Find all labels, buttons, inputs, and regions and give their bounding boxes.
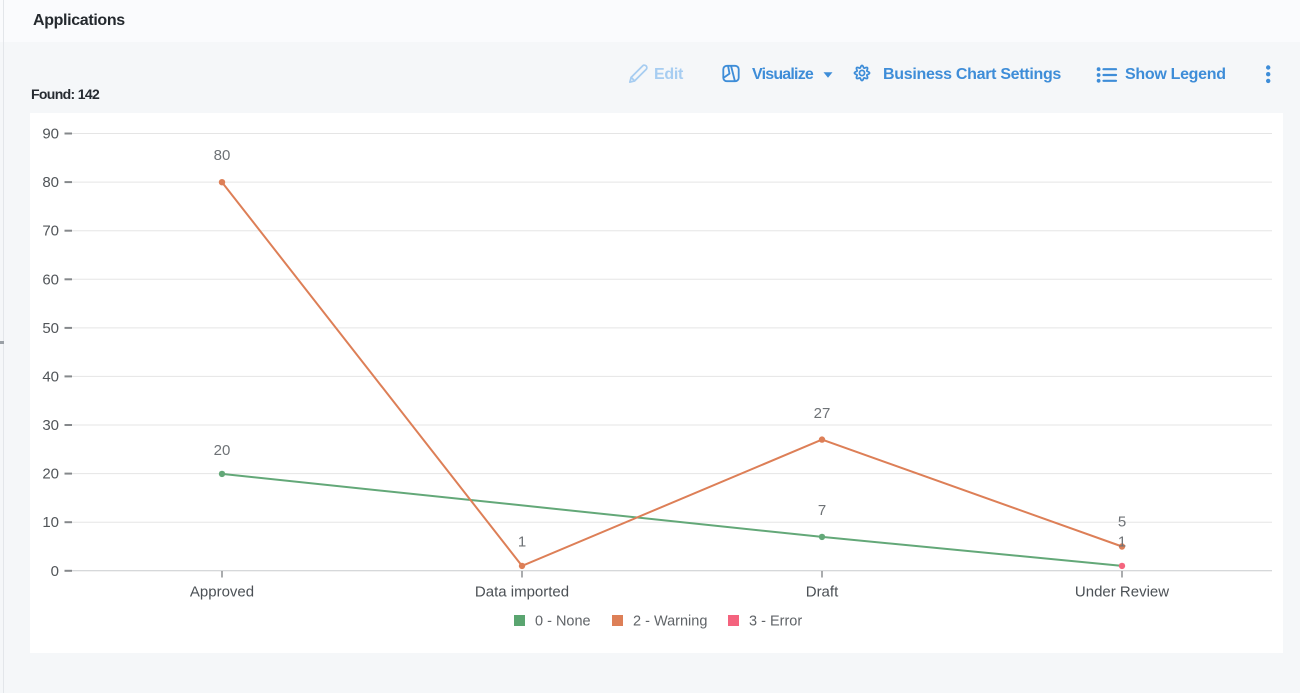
svg-text:20: 20 <box>42 466 59 483</box>
svg-text:40: 40 <box>42 368 59 385</box>
svg-text:Approved: Approved <box>190 584 254 601</box>
svg-text:70: 70 <box>42 223 59 240</box>
svg-text:5: 5 <box>1118 514 1126 531</box>
svg-text:50: 50 <box>42 320 59 337</box>
svg-text:Under Review: Under Review <box>1075 584 1169 601</box>
svg-text:90: 90 <box>42 126 59 143</box>
svg-text:1: 1 <box>518 534 526 551</box>
svg-text:2 - Warning: 2 - Warning <box>633 614 707 630</box>
svg-text:80: 80 <box>42 174 59 191</box>
svg-text:Draft: Draft <box>806 584 839 601</box>
svg-text:20: 20 <box>214 442 231 459</box>
svg-text:Data imported: Data imported <box>475 584 569 601</box>
svg-text:27: 27 <box>814 405 831 422</box>
svg-text:7: 7 <box>818 502 826 519</box>
svg-text:80: 80 <box>214 147 231 164</box>
svg-text:10: 10 <box>42 514 59 531</box>
svg-text:30: 30 <box>42 417 59 434</box>
svg-text:3 - Error: 3 - Error <box>749 614 802 630</box>
svg-text:1: 1 <box>1118 533 1126 550</box>
svg-text:60: 60 <box>42 271 59 288</box>
svg-text:0: 0 <box>51 563 59 580</box>
svg-text:0 - None: 0 - None <box>535 614 591 630</box>
